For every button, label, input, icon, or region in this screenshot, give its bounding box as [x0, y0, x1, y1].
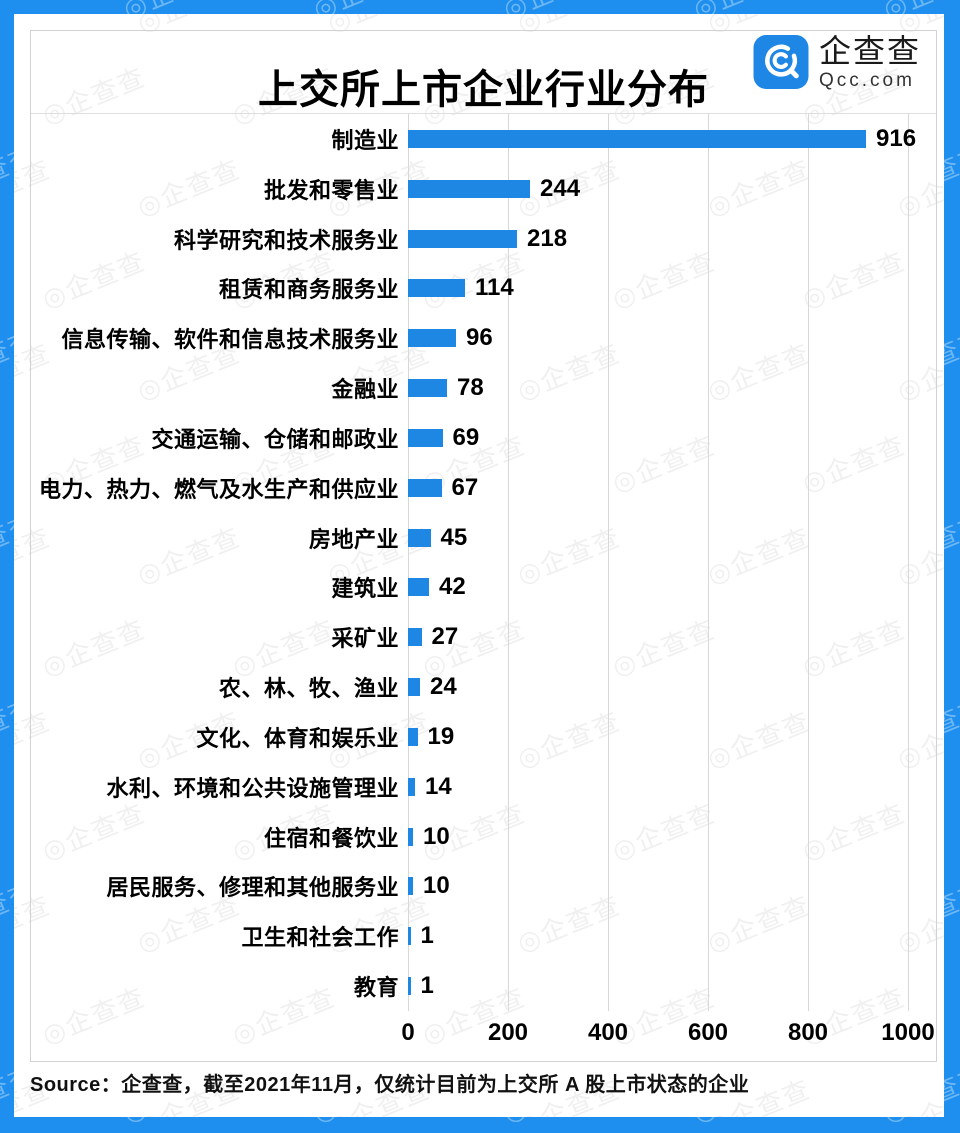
category-label: 租赁和商务服务业 [218, 277, 399, 303]
qcc-logo-name: 企查查 [818, 33, 921, 69]
bar-row: 租赁和商务服务业 114 [31, 263, 936, 313]
value-label: 10 [423, 822, 450, 850]
category-label: 建筑业 [331, 576, 399, 602]
value-label: 69 [452, 423, 480, 451]
gridline [708, 114, 709, 1011]
value-label: 14 [425, 772, 452, 800]
qcc-logo-icon [753, 35, 809, 90]
value-label: 78 [457, 374, 484, 402]
bar [408, 578, 429, 597]
bar [408, 777, 415, 796]
bar-row: 卫生和社会工作 1 [31, 911, 936, 961]
bar-row: 房地产业 45 [31, 513, 936, 563]
category-label: 卫生和社会工作 [241, 925, 399, 951]
bar-row: 建筑业 42 [31, 562, 936, 612]
qcc-logo-domain: Qcc.com [818, 69, 915, 91]
category-label: 住宿和餐饮业 [263, 825, 399, 851]
bar-row: 信息传输、软件和信息技术服务业 96 [31, 313, 936, 363]
bar [408, 678, 420, 697]
category-label: 水利、环境和公共设施管理业 [106, 775, 399, 801]
bar [408, 329, 456, 348]
bar-rows: 制造业 916 批发和零售业 244 科学研究和技术服务业 218 租赁和商务服务业 114 信… [31, 114, 936, 1011]
chart-canvas: ◎企查查 ◎企查查 ◎企查查 ◎企查查 ◎企查查 ◎企查查 ◎企查查 ◎企查查 ◎企查查 ◎企查查… [14, 14, 944, 1117]
watermark-tile: ◎企查查 [892, 1073, 944, 1117]
category-label: 采矿业 [331, 626, 399, 652]
bar [408, 528, 431, 547]
chart-box: 上交所上市企业行业分布 企查查 Qcc.com 制造业 916 批发和零售业 244 科… [30, 30, 937, 1062]
x-tick-label: 600 [687, 1019, 729, 1046]
bar-row: 文化、体育和娱乐业 19 [31, 712, 936, 762]
value-label: 19 [427, 722, 455, 750]
bar [408, 279, 465, 298]
value-label: 96 [466, 324, 493, 352]
chart-title: 上交所上市企业行业分布 [258, 68, 709, 112]
category-label: 教育 [353, 974, 399, 1000]
bar-row: 制造业 916 [31, 114, 936, 164]
value-label: 916 [876, 124, 917, 152]
bar [408, 478, 442, 497]
category-label: 批发和零售业 [263, 177, 399, 203]
category-label: 电力、热力、燃气及水生产和供应业 [38, 476, 399, 502]
bar [408, 129, 866, 148]
value-label: 24 [430, 673, 457, 701]
value-label: 218 [527, 224, 568, 252]
category-label: 居民服务、修理和其他服务业 [106, 875, 399, 901]
gridline [408, 114, 409, 1011]
bar [408, 628, 422, 647]
gridline [508, 114, 509, 1011]
x-tick-label: 200 [487, 1019, 529, 1046]
bar [408, 927, 411, 946]
category-label: 制造业 [331, 127, 399, 153]
value-label: 10 [423, 872, 450, 900]
value-label: 27 [431, 623, 459, 651]
bar-row: 农、林、牧、渔业 24 [31, 662, 936, 712]
gridline [908, 114, 909, 1011]
qcc-logo-text: 企查查 Qcc.com [819, 33, 921, 93]
value-label: 114 [475, 274, 514, 302]
value-label: 1 [420, 971, 434, 999]
bar-row: 科学研究和技术服务业 218 [31, 214, 936, 264]
x-tick-label: 400 [587, 1019, 629, 1046]
x-tick-label: 0 [401, 1019, 415, 1046]
bar [408, 379, 447, 398]
bar-row: 交通运输、仓储和邮政业 69 [31, 413, 936, 463]
x-tick-label: 1000 [881, 1019, 935, 1046]
category-label: 农、林、牧、渔业 [218, 676, 399, 702]
bar-row: 住宿和餐饮业 10 [31, 812, 936, 862]
bar [408, 827, 413, 846]
bar-row: 采矿业 27 [31, 612, 936, 662]
value-label: 1 [420, 922, 434, 950]
bar-row: 电力、热力、燃气及水生产和供应业 67 [31, 463, 936, 513]
category-label: 文化、体育和娱乐业 [196, 725, 399, 751]
source-note: Source：企查查，截至2021年11月，仅统计目前为上交所 A 股上市状态的… [30, 1074, 750, 1096]
bar [408, 877, 413, 896]
x-tick-label: 800 [787, 1019, 829, 1046]
bar [408, 976, 411, 995]
category-label: 交通运输、仓储和邮政业 [151, 426, 399, 452]
bar-row: 居民服务、修理和其他服务业 10 [31, 861, 936, 911]
category-label: 金融业 [331, 377, 399, 403]
plot-area: 制造业 916 批发和零售业 244 科学研究和技术服务业 218 租赁和商务服务业 114 信… [31, 113, 936, 1046]
category-label: 信息传输、软件和信息技术服务业 [61, 327, 399, 353]
bar-row: 金融业 78 [31, 363, 936, 413]
value-label: 42 [439, 573, 466, 601]
value-label: 45 [440, 523, 468, 551]
bar [408, 428, 443, 447]
bar-row: 水利、环境和公共设施管理业 14 [31, 762, 936, 812]
category-label: 科学研究和技术服务业 [173, 227, 399, 253]
gridline [608, 114, 609, 1011]
bar [408, 727, 418, 746]
bar-row: 教育 1 [31, 961, 936, 1011]
qcc-logo: 企查查 Qcc.com [753, 33, 921, 93]
category-label: 房地产业 [308, 526, 399, 552]
bar [408, 229, 517, 248]
bar [408, 179, 530, 198]
value-label: 67 [451, 473, 479, 501]
gridline [808, 114, 809, 1011]
bar-row: 批发和零售业 244 [31, 164, 936, 214]
value-label: 244 [540, 174, 581, 202]
